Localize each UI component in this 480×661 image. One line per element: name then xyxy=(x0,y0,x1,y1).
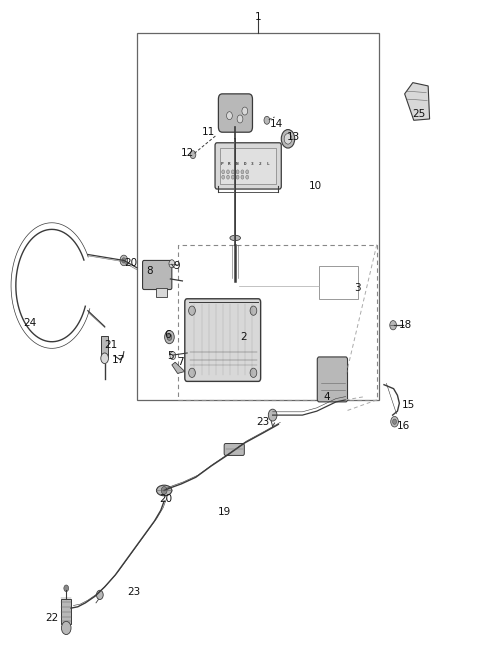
Text: 14: 14 xyxy=(269,119,283,130)
Text: 2: 2 xyxy=(240,332,247,342)
Text: 20: 20 xyxy=(124,258,137,268)
Bar xyxy=(319,266,358,299)
Text: 5: 5 xyxy=(167,350,174,361)
Text: 3: 3 xyxy=(251,162,254,166)
Circle shape xyxy=(61,621,71,635)
Circle shape xyxy=(122,258,126,263)
Circle shape xyxy=(222,175,225,179)
Circle shape xyxy=(242,107,248,115)
Bar xyxy=(101,336,108,357)
Text: 21: 21 xyxy=(104,340,117,350)
FancyBboxPatch shape xyxy=(185,299,261,381)
Polygon shape xyxy=(172,362,185,373)
Circle shape xyxy=(281,130,295,148)
Circle shape xyxy=(236,175,239,179)
Bar xyxy=(220,148,276,184)
Text: 2: 2 xyxy=(259,162,262,166)
Circle shape xyxy=(391,416,398,427)
Text: N: N xyxy=(236,162,239,166)
Circle shape xyxy=(189,368,195,377)
Text: 23: 23 xyxy=(256,416,270,427)
Circle shape xyxy=(284,134,292,144)
Text: L: L xyxy=(266,162,269,166)
Circle shape xyxy=(190,151,196,159)
Circle shape xyxy=(227,112,232,120)
Text: 25: 25 xyxy=(412,108,425,119)
Circle shape xyxy=(64,585,69,592)
Bar xyxy=(178,245,377,400)
Circle shape xyxy=(250,368,257,377)
Text: 23: 23 xyxy=(127,586,140,597)
Circle shape xyxy=(250,306,257,315)
Text: 3: 3 xyxy=(354,282,361,293)
Text: 13: 13 xyxy=(287,132,300,143)
Text: 17: 17 xyxy=(111,354,125,365)
Circle shape xyxy=(167,334,172,340)
Circle shape xyxy=(96,590,103,600)
Circle shape xyxy=(227,170,229,174)
Circle shape xyxy=(161,486,167,494)
Circle shape xyxy=(170,352,176,360)
Circle shape xyxy=(231,170,234,174)
FancyBboxPatch shape xyxy=(317,357,348,402)
Circle shape xyxy=(236,170,239,174)
Bar xyxy=(61,599,71,624)
Text: 4: 4 xyxy=(323,391,330,402)
Circle shape xyxy=(390,321,396,330)
Circle shape xyxy=(241,170,244,174)
Circle shape xyxy=(264,116,270,124)
Circle shape xyxy=(393,419,396,424)
Text: 9: 9 xyxy=(173,260,180,271)
Text: D: D xyxy=(243,162,246,166)
Circle shape xyxy=(241,175,244,179)
Text: 8: 8 xyxy=(146,266,153,276)
Circle shape xyxy=(101,353,108,364)
Ellipse shape xyxy=(230,235,240,241)
Circle shape xyxy=(413,98,420,107)
Text: R: R xyxy=(228,162,231,166)
Circle shape xyxy=(120,255,128,266)
Circle shape xyxy=(246,170,249,174)
Text: 10: 10 xyxy=(309,181,323,192)
Circle shape xyxy=(165,330,174,344)
Text: 6: 6 xyxy=(165,330,171,340)
FancyBboxPatch shape xyxy=(215,143,281,189)
Circle shape xyxy=(246,175,249,179)
Text: 24: 24 xyxy=(23,317,36,328)
FancyBboxPatch shape xyxy=(218,94,252,132)
Text: 15: 15 xyxy=(401,399,415,410)
Text: 7: 7 xyxy=(177,357,183,368)
Bar xyxy=(137,33,379,400)
Circle shape xyxy=(169,260,175,268)
Ellipse shape xyxy=(156,485,172,496)
Circle shape xyxy=(189,306,195,315)
Text: 22: 22 xyxy=(45,613,59,623)
FancyBboxPatch shape xyxy=(143,260,172,290)
Text: 20: 20 xyxy=(159,494,172,504)
Polygon shape xyxy=(405,83,430,120)
Circle shape xyxy=(222,170,225,174)
Circle shape xyxy=(231,175,234,179)
Text: 11: 11 xyxy=(202,127,216,137)
Text: 19: 19 xyxy=(218,507,231,518)
Circle shape xyxy=(227,175,229,179)
Text: 18: 18 xyxy=(399,320,412,330)
Text: 16: 16 xyxy=(396,421,410,432)
Circle shape xyxy=(268,409,277,421)
Text: 12: 12 xyxy=(180,148,194,159)
FancyBboxPatch shape xyxy=(224,444,244,455)
Text: P: P xyxy=(220,162,223,166)
Bar xyxy=(156,288,167,297)
Circle shape xyxy=(237,115,243,123)
Text: 1: 1 xyxy=(255,11,262,22)
